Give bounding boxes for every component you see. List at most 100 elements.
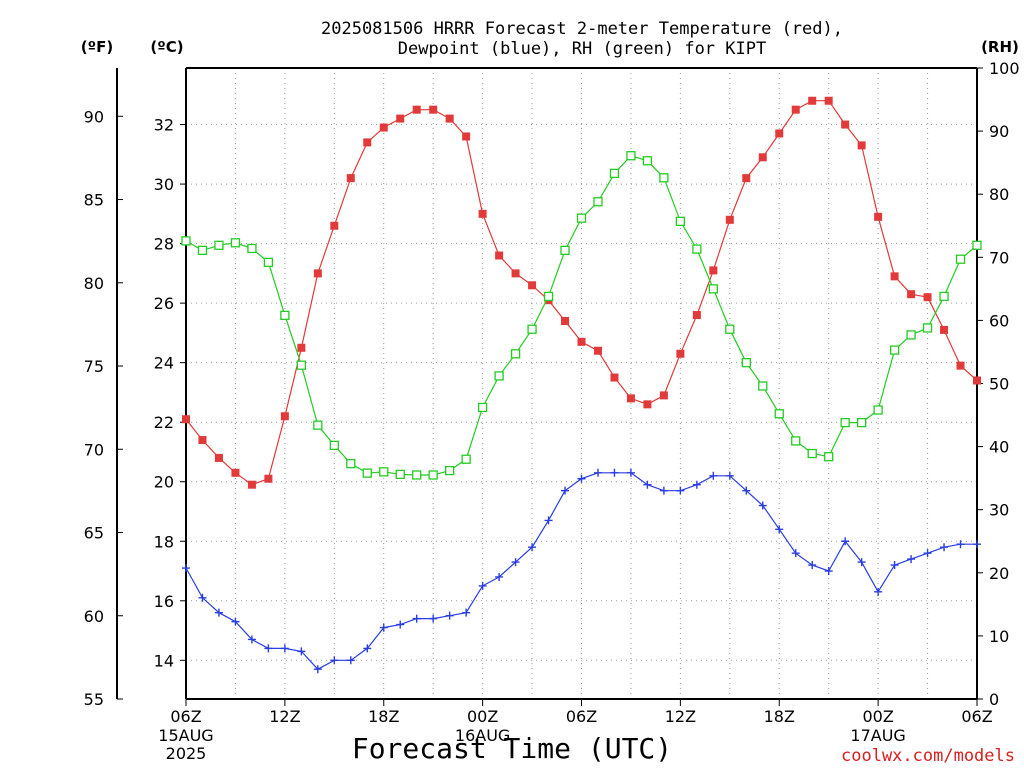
chart-title-line2: Dewpoint (blue), RH (green) for KIPT xyxy=(398,39,766,59)
rh-point xyxy=(280,310,290,321)
rh-tick-label: 0 xyxy=(989,690,999,709)
temperature-point xyxy=(907,290,916,299)
rh-tick-label: 50 xyxy=(989,375,1009,394)
temperature-point xyxy=(396,114,405,123)
dewpoint-point xyxy=(429,614,438,623)
temperature-point xyxy=(198,436,207,445)
dewpoint-point xyxy=(544,516,553,525)
rh-point xyxy=(379,467,389,477)
dewpoint-point xyxy=(412,614,421,623)
temperature-point xyxy=(692,311,701,320)
rh-point xyxy=(560,245,570,256)
temperature-point xyxy=(462,132,471,141)
rh-point xyxy=(774,409,784,419)
dewpoint-point xyxy=(742,486,751,495)
dewpoint-point xyxy=(396,620,405,629)
fahrenheit-tick-label: 65 xyxy=(84,524,104,543)
temperature-point xyxy=(478,209,487,218)
rh-point xyxy=(230,238,241,248)
rh-tick-label: 20 xyxy=(989,564,1009,583)
temperature-point xyxy=(363,138,372,147)
dewpoint-point xyxy=(610,468,619,477)
chart-axes xyxy=(116,67,983,706)
temperature-point xyxy=(676,349,685,358)
rh-tick-label: 60 xyxy=(989,311,1009,330)
rh-point xyxy=(395,469,405,480)
celsius-tick-label: 24 xyxy=(154,354,174,373)
temperature-point xyxy=(182,415,190,424)
rh-tick-label: 70 xyxy=(989,248,1009,267)
rh-tick-label: 40 xyxy=(989,438,1009,457)
dewpoint-point xyxy=(214,608,223,617)
temperature-point xyxy=(231,468,240,477)
dewpoint-point xyxy=(659,486,668,495)
rh-point xyxy=(626,151,636,161)
rh-point xyxy=(725,324,735,334)
rh-point xyxy=(445,465,455,476)
rh-axis-label: (RH) xyxy=(981,38,1019,56)
dewpoint-point xyxy=(890,561,899,570)
temperature-point xyxy=(495,251,504,260)
fahrenheit-tick-label: 85 xyxy=(84,191,104,210)
fahrenheit-tick-label: 75 xyxy=(84,357,104,376)
rh-point xyxy=(675,216,686,226)
dewpoint-point xyxy=(247,635,256,644)
temperature-point xyxy=(610,373,619,382)
temperature-point xyxy=(429,105,438,114)
celsius-tick-label: 30 xyxy=(154,175,174,194)
x-date-label: 15AUG xyxy=(158,726,213,745)
rh-point xyxy=(955,254,966,264)
temperature-point xyxy=(214,453,223,462)
rh-point xyxy=(659,173,669,183)
dewpoint-point xyxy=(791,549,800,558)
series-rh xyxy=(181,151,982,480)
x-tick-label: 06Z xyxy=(961,707,992,726)
temperature-point xyxy=(923,293,932,302)
dewpoint-point xyxy=(923,549,932,558)
dewpoint-point xyxy=(577,474,586,483)
temperature-point xyxy=(412,105,421,114)
dewpoint-point xyxy=(907,555,916,564)
dewpoint-point xyxy=(643,480,652,489)
dewpoint-point xyxy=(841,537,850,546)
rh-point xyxy=(889,345,900,355)
x-year-label: 2025 xyxy=(166,744,207,763)
temperature-point xyxy=(445,114,454,123)
temperature-point xyxy=(742,174,751,183)
rh-point xyxy=(708,284,718,294)
temperature-point xyxy=(775,129,784,138)
rh-point xyxy=(972,240,982,250)
temperature-point xyxy=(346,174,355,183)
x-date-label: 16AUG xyxy=(455,726,510,745)
rh-point xyxy=(181,236,191,246)
temperature-point xyxy=(264,474,273,483)
rh-point xyxy=(346,458,356,469)
temperature-point xyxy=(758,153,767,162)
dewpoint-point xyxy=(956,540,965,549)
dewpoint-point xyxy=(297,647,306,656)
temperature-point xyxy=(956,361,965,370)
x-date-label: 17AUG xyxy=(850,726,905,745)
temperature-point xyxy=(808,96,817,105)
celsius-tick-label: 22 xyxy=(154,413,174,432)
data-series xyxy=(181,96,982,674)
rh-point xyxy=(477,402,488,413)
dewpoint-point xyxy=(462,608,471,617)
dewpoint-point xyxy=(379,623,388,632)
rh-point xyxy=(428,470,438,480)
x-tick-label: 00Z xyxy=(862,707,893,726)
temperature-point xyxy=(313,269,322,278)
dewpoint-point xyxy=(824,567,833,576)
rh-point xyxy=(527,324,537,334)
x-tick-label: 12Z xyxy=(665,707,696,726)
dewpoint-point xyxy=(692,480,701,489)
temperature-point xyxy=(528,281,537,290)
rh-point xyxy=(362,468,372,478)
fahrenheit-tick-label: 70 xyxy=(84,440,104,459)
fahrenheit-tick-label: 55 xyxy=(84,690,104,709)
dewpoint-point xyxy=(593,468,602,477)
rh-point xyxy=(576,213,587,223)
rh-point xyxy=(758,381,768,391)
fahrenheit-tick-label: 90 xyxy=(84,107,104,126)
